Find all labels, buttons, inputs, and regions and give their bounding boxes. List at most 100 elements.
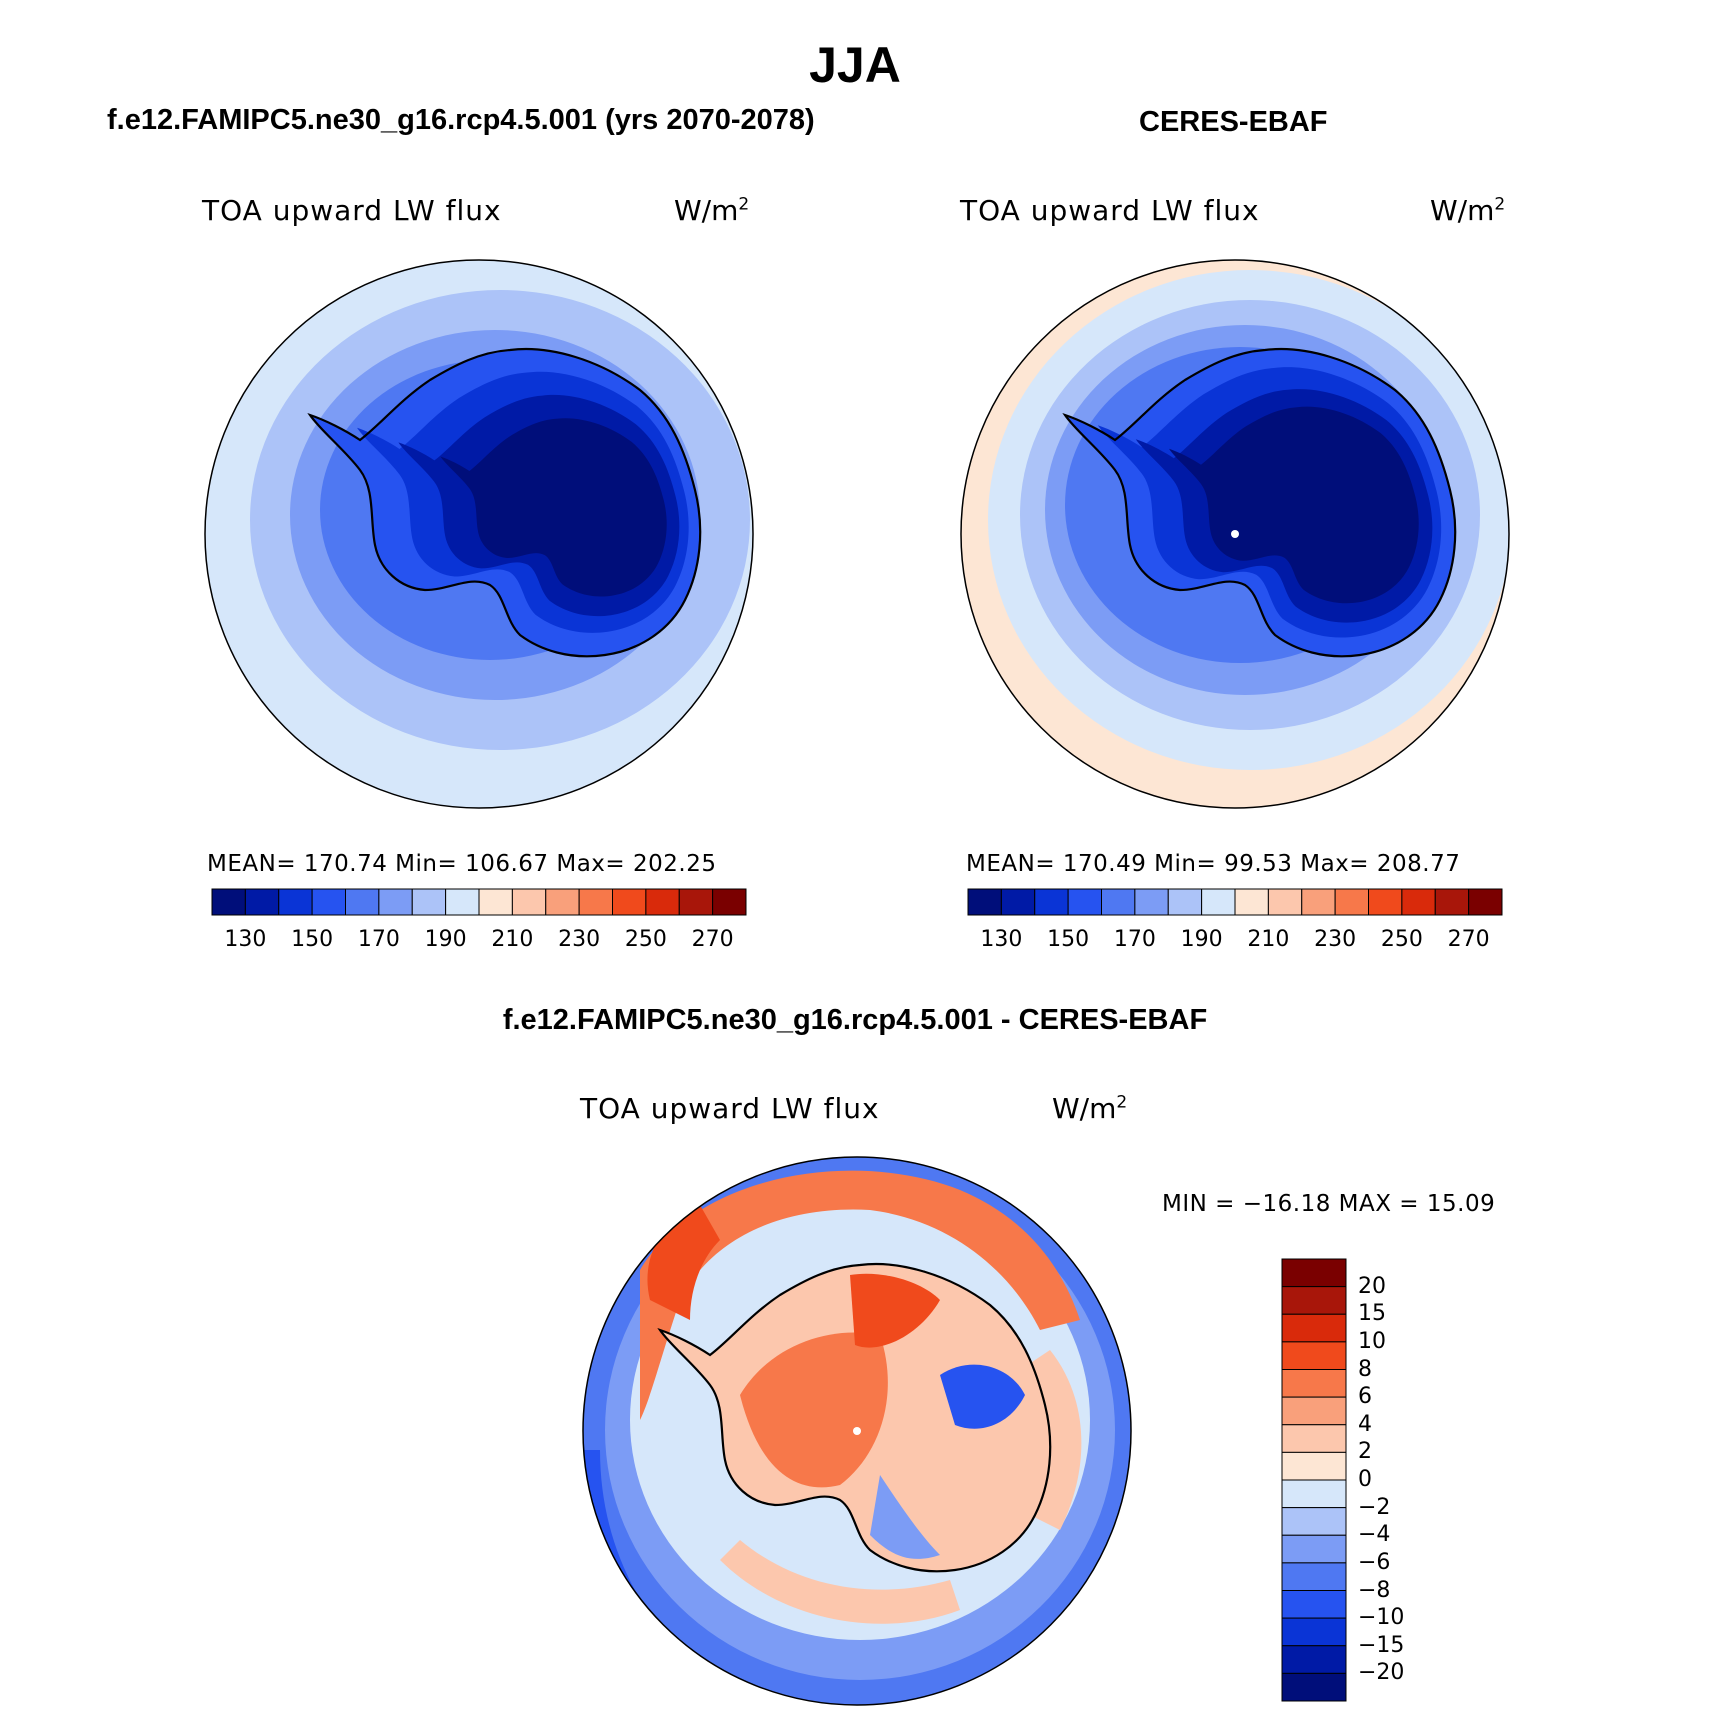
obs-colorbar-tick-label: 190 [1180, 927, 1223, 952]
obs-colorbar-tick-label: 170 [1113, 927, 1156, 952]
diff-colorbar-swatch [1281, 1479, 1347, 1509]
diff-colorbar-tick-label: 20 [1358, 1273, 1386, 1299]
diff-colorbar-tick-label: −2 [1358, 1494, 1391, 1520]
diff-warm-arc [640, 1170, 1080, 1420]
obs-colorbar-swatch [1301, 888, 1336, 916]
obs-colorbar-tick-label: 230 [1314, 927, 1357, 952]
obs-colorbar-swatch [1234, 888, 1269, 916]
model-variable-label: TOA upward LW flux [202, 194, 502, 227]
diff-colorbar-tick-label: −8 [1358, 1577, 1391, 1603]
model-map-border [204, 259, 754, 809]
model-colorbar-swatch [378, 888, 413, 916]
obs-colorbar-swatch [1334, 888, 1369, 916]
diff-map-border [582, 1156, 1132, 1706]
obs-units-label: W/m2 [1430, 194, 1506, 227]
obs-map [961, 260, 1509, 808]
obs-colorbar-tick-label: 130 [980, 927, 1023, 952]
diff-colorbar-swatch [1281, 1341, 1347, 1370]
obs-colorbar-swatch [1167, 888, 1203, 916]
diff-colorbar-tick-label: −15 [1358, 1632, 1405, 1658]
model-stats: MEAN= 170.74 Min= 106.67 Max= 202.25 [207, 851, 717, 877]
diff-colorbar-tick-label: −6 [1358, 1549, 1391, 1575]
diff-colorbar-tick-label: 4 [1358, 1411, 1372, 1437]
model-colorbar-swatch [511, 888, 547, 916]
obs-pole-marker [1231, 530, 1239, 538]
obs-colorbar-swatch [1067, 888, 1102, 916]
obs-colorbar-swatch [1000, 888, 1036, 916]
obs-colorbar-tick-label: 270 [1447, 927, 1490, 952]
diff-colorbar [1281, 1258, 1347, 1702]
diff-stats: MIN = −16.18 MAX = 15.09 [1162, 1191, 1496, 1217]
model-colorbar-swatch [211, 888, 246, 916]
diff-colorbar-tick-label: −10 [1358, 1605, 1405, 1631]
obs-colorbar-swatch [1034, 888, 1069, 916]
diff-colorbar-swatch [1281, 1424, 1347, 1453]
figure-title: JJA [809, 37, 901, 93]
obs-stats: MEAN= 170.49 Min= 99.53 Max= 208.77 [966, 851, 1461, 877]
model-colorbar-swatch [678, 888, 714, 916]
diff-pole-marker [853, 1427, 861, 1435]
model-colorbar-swatch [345, 888, 380, 916]
obs-colorbar-swatch [1434, 888, 1470, 916]
diff-colorbar-tick-label: 10 [1358, 1328, 1386, 1354]
model-colorbar-swatch [578, 888, 613, 916]
diff-colorbar-swatch [1281, 1562, 1347, 1591]
obs-colorbar-tick-label: 250 [1380, 927, 1423, 952]
obs-colorbar-swatch [1368, 888, 1403, 916]
obs-colorbar [967, 888, 1503, 916]
obs-colorbar-swatch [1267, 888, 1303, 916]
diff-variable-label: TOA upward LW flux [580, 1092, 880, 1125]
model-colorbar-swatch [244, 888, 280, 916]
diff-units-label: W/m2 [1052, 1092, 1128, 1125]
diff-colorbar-tick-label: 6 [1358, 1384, 1372, 1410]
diff-colorbar-swatch [1281, 1672, 1347, 1702]
model-panel-title: f.e12.FAMIPC5.ne30_g16.rcp4.5.001 (yrs 2… [107, 104, 815, 136]
diff-colorbar-swatch [1281, 1258, 1347, 1288]
obs-colorbar-swatch [1468, 888, 1503, 916]
obs-colorbar-swatch [1201, 888, 1236, 916]
diff-map [583, 1157, 1131, 1705]
diff-colorbar-swatch [1281, 1451, 1347, 1481]
diff-colorbar-tick-label: 0 [1358, 1467, 1372, 1492]
model-colorbar-tick-label: 210 [491, 927, 534, 952]
model-colorbar-swatch [645, 888, 680, 916]
model-colorbar-swatch [311, 888, 346, 916]
diff-colorbar-swatch [1281, 1396, 1347, 1426]
model-colorbar-tick-label: 130 [224, 927, 267, 952]
diff-panel-title: f.e12.FAMIPC5.ne30_g16.rcp4.5.001 - CERE… [502, 1004, 1208, 1036]
model-map [205, 260, 753, 808]
model-colorbar-swatch [478, 888, 513, 916]
diff-colorbar-swatch [1281, 1534, 1347, 1564]
model-colorbar-swatch [278, 888, 313, 916]
diff-colorbar-swatch [1281, 1507, 1347, 1536]
model-colorbar-swatch [612, 888, 647, 916]
obs-colorbar-swatch [967, 888, 1002, 916]
model-colorbar [211, 888, 747, 916]
diff-colorbar-swatch [1281, 1286, 1347, 1315]
model-colorbar-tick-label: 170 [357, 927, 400, 952]
model-units-label: W/m2 [674, 194, 750, 227]
model-colorbar-swatch [411, 888, 447, 916]
diff-colorbar-swatch [1281, 1617, 1347, 1647]
obs-panel-title: CERES-EBAF [1139, 106, 1328, 138]
model-colorbar-swatch [445, 888, 480, 916]
diff-colorbar-swatch [1281, 1645, 1347, 1674]
obs-colorbar-swatch [1134, 888, 1169, 916]
diff-colorbar-tick-label: 8 [1358, 1356, 1372, 1382]
diff-colorbar-tick-label: −20 [1358, 1660, 1405, 1686]
diff-colorbar-tick-label: 2 [1358, 1439, 1372, 1465]
model-colorbar-swatch [545, 888, 580, 916]
obs-variable-label: TOA upward LW flux [960, 194, 1260, 227]
obs-colorbar-swatch [1401, 888, 1436, 916]
diff-colorbar-tick-label: −4 [1358, 1522, 1391, 1548]
model-colorbar-tick-label: 270 [691, 927, 734, 952]
model-colorbar-tick-label: 190 [424, 927, 467, 952]
model-colorbar-tick-label: 150 [291, 927, 334, 952]
diff-colorbar-swatch [1281, 1313, 1347, 1343]
diff-colorbar-swatch [1281, 1590, 1347, 1619]
obs-colorbar-tick-label: 150 [1047, 927, 1090, 952]
model-colorbar-swatch [712, 888, 747, 916]
obs-colorbar-tick-label: 210 [1247, 927, 1290, 952]
obs-map-border [960, 259, 1510, 809]
